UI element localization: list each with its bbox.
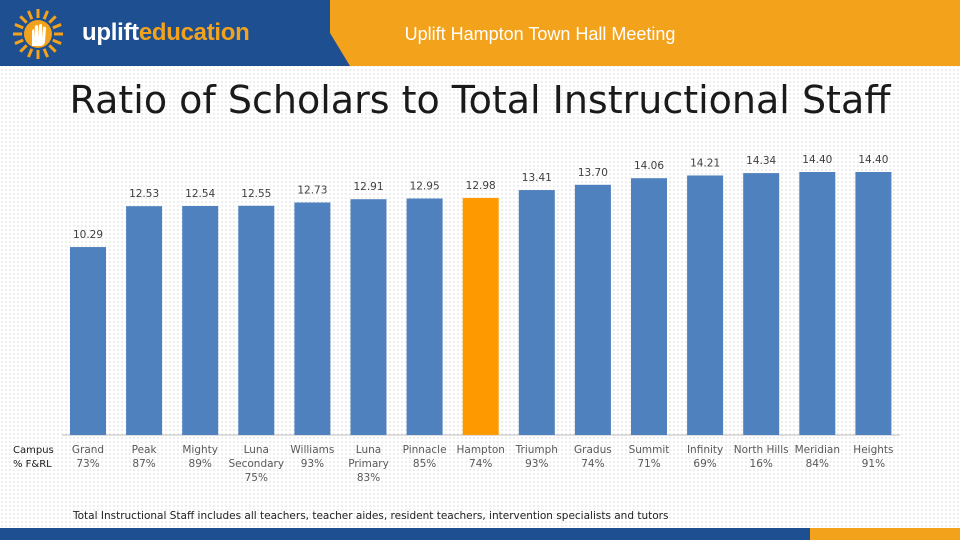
category-label: Hampton 74%	[456, 444, 504, 470]
category-label: Triumph 93%	[515, 444, 558, 470]
value-label: 14.40	[802, 154, 832, 166]
bar-summit	[631, 178, 667, 435]
logo-panel: uplifteducation	[0, 0, 330, 66]
bar-infinity	[687, 175, 724, 435]
logo-word-uplift: uplift	[82, 19, 139, 46]
bar-meridian	[799, 172, 836, 435]
category-label: Luna Primary 83%	[348, 444, 389, 484]
bar-pinnacle	[406, 198, 443, 435]
value-label: 12.54	[185, 188, 215, 200]
header-accent-shape	[310, 0, 960, 66]
value-label: 13.70	[578, 167, 608, 179]
value-label: 12.55	[241, 188, 271, 200]
bar-triumph	[518, 190, 555, 435]
value-label: 12.91	[353, 181, 383, 193]
value-label: 12.53	[129, 188, 159, 200]
logo-word-education: education	[138, 19, 250, 46]
campus-frl-row-label: Campus% F&RL	[13, 445, 54, 470]
bar-williams	[294, 202, 331, 435]
category-label: Summit 71%	[629, 444, 670, 470]
bar-luna-secondary	[238, 205, 275, 435]
ratio-bar-chart: 10.29 12.53 12.54 12.55 12.73 12.91 12.95 12.98…	[13, 154, 900, 484]
value-label: 12.98	[466, 180, 496, 192]
chart-footnote: Total Instructional Staff includes all t…	[73, 510, 669, 522]
category-label: Mighty 89%	[182, 444, 218, 470]
bar-gradus	[574, 184, 611, 435]
value-label: 12.73	[297, 185, 327, 197]
slide-title: Ratio of Scholars to Total Instructional…	[69, 78, 891, 122]
bar-north-hills	[743, 173, 780, 435]
uplift-sun-logo-icon	[13, 9, 63, 59]
bar-mighty	[182, 205, 219, 435]
category-label: Peak 87%	[132, 444, 158, 470]
category-label: North Hills 16%	[734, 444, 789, 470]
uplift-education-logo: uplifteducation	[82, 16, 250, 50]
bottom-bar-accent	[810, 528, 960, 540]
bar-hampton	[462, 197, 499, 435]
bottom-bar	[0, 528, 960, 540]
value-label: 12.95	[410, 180, 440, 192]
value-label: 14.34	[746, 155, 776, 167]
category-label: Grand 73%	[72, 444, 104, 470]
value-label: 13.41	[522, 172, 552, 184]
value-label: 14.40	[858, 154, 888, 166]
value-label: 14.21	[690, 157, 720, 169]
category-label: Heights 91%	[853, 444, 893, 470]
bar-peak	[126, 206, 163, 435]
category-label: Infinity 69%	[687, 444, 723, 470]
bar-grand	[70, 247, 106, 435]
value-label: 14.06	[634, 160, 664, 172]
header-title: Uplift Hampton Town Hall Meeting	[404, 24, 676, 44]
bar-luna-primary	[350, 199, 387, 435]
category-label: Pinnacle 85%	[403, 444, 447, 470]
category-label: Meridian 84%	[795, 444, 840, 470]
category-label: Luna Secondary 75%	[228, 444, 284, 484]
bar-heights	[855, 172, 892, 435]
category-label: Williams 93%	[290, 444, 334, 470]
value-label: 10.29	[73, 229, 103, 241]
category-label: Gradus 74%	[574, 444, 612, 470]
